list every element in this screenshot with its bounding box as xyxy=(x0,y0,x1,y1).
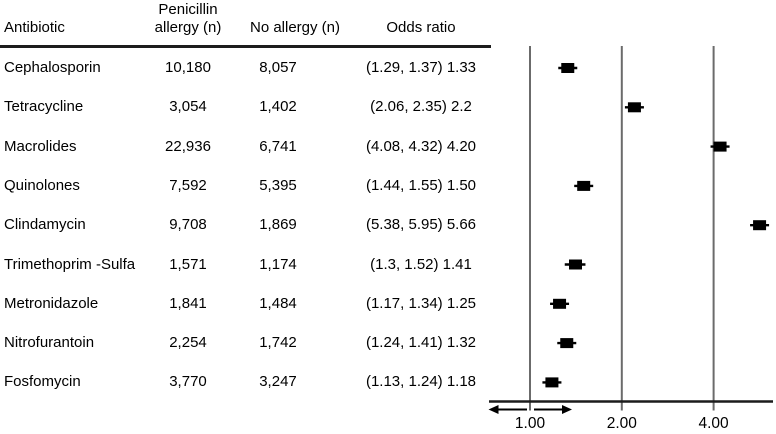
odds-ratio-marker xyxy=(753,220,767,231)
odds-ratio-text: (1.44, 1.55) 1.50 xyxy=(365,176,477,194)
odds-ratio-text: (1.24, 1.41) 1.32 xyxy=(365,334,477,352)
odds-ratio-text: (5.38, 5.95) 5.66 xyxy=(365,216,477,234)
odds-ratio-marker xyxy=(627,102,641,113)
no-allergy-count: 1,402 xyxy=(259,98,297,116)
odds-ratio-marker xyxy=(713,141,727,152)
allergy-count: 7,592 xyxy=(169,176,207,194)
col-header-penicillin-allergy-line2: allergy (n) xyxy=(154,18,222,36)
antibiotic-name: Quinolones xyxy=(4,176,80,194)
odds-ratio-text: (2.06, 2.35) 2.2 xyxy=(370,98,472,116)
allergy-count: 1,841 xyxy=(169,294,207,312)
odds-ratio-marker xyxy=(545,377,559,388)
col-header-penicillin-allergy-line1: Penicillin xyxy=(158,1,218,18)
table-row: Quinolones 7,592 5,395 (1.44, 1.55) 1.50 xyxy=(0,177,500,195)
col-header-no-allergy: No allergy (n) xyxy=(249,19,341,36)
table-row: Macrolides 22,936 6,741 (4.08, 4.32) 4.20 xyxy=(0,138,500,156)
odds-ratio-text: (4.08, 4.32) 4.20 xyxy=(365,137,477,155)
header-rule xyxy=(0,45,491,48)
antibiotic-name: Tetracycline xyxy=(4,98,84,116)
antibiotic-name: Nitrofurantoin xyxy=(4,334,95,352)
allergy-count: 2,254 xyxy=(169,334,207,352)
table-row: Metronidazole 1,841 1,484 (1.17, 1.34) 1.25 xyxy=(0,295,500,313)
allergy-count: 9,708 xyxy=(169,216,207,234)
axis-tick-label: 2.00 xyxy=(607,415,638,432)
antibiotic-name: Clindamycin xyxy=(4,216,86,234)
col-header-antibiotic: Antibiotic xyxy=(4,19,65,36)
antibiotic-name: Fosfomycin xyxy=(4,373,81,391)
allergy-count: 10,180 xyxy=(165,59,211,76)
odds-ratio-text: (1.3, 1.52) 1.41 xyxy=(370,255,472,273)
no-allergy-count: 3,247 xyxy=(259,373,297,391)
no-allergy-count: 8,057 xyxy=(259,59,297,76)
antibiotic-name: Metronidazole xyxy=(4,294,99,312)
table-row: Clindamycin 9,708 1,869 (5.38, 5.95) 5.66 xyxy=(0,216,500,234)
table-row: Cephalosporin 10,180 8,057 (1.29, 1.37) 1.3… xyxy=(0,59,500,77)
table-row: Fosfomycin 3,770 3,247 (1.13, 1.24) 1.18 xyxy=(0,373,500,391)
odds-ratio-text: (1.29, 1.37) 1.33 xyxy=(365,59,477,76)
allergy-count: 22,936 xyxy=(165,137,211,155)
allergy-count: 3,054 xyxy=(169,98,207,116)
axis-tick-label: 1.00 xyxy=(515,415,546,432)
no-allergy-count: 1,869 xyxy=(259,216,297,234)
odds-ratio-marker xyxy=(560,338,574,349)
no-allergy-count: 1,742 xyxy=(259,334,297,352)
odds-ratio-text: (1.17, 1.34) 1.25 xyxy=(365,294,477,312)
col-header-penicillin-allergy: Penicillin allergy (n) xyxy=(134,1,242,36)
table-row: Nitrofurantoin 2,254 1,742 (1.24, 1.41) 1.3… xyxy=(0,334,500,352)
antibiotic-name: Trimethoprim -Sulfa xyxy=(4,255,136,273)
axis-tick-label: 4.00 xyxy=(699,415,730,432)
odds-ratio-marker xyxy=(577,180,591,191)
allergy-count: 1,571 xyxy=(169,255,207,273)
axis-arrow-right-icon xyxy=(562,405,572,414)
table-row: Tetracycline 3,054 1,402 (2.06, 2.35) 2.2 xyxy=(0,98,500,116)
odds-ratio-marker xyxy=(561,63,575,73)
no-allergy-count: 6,741 xyxy=(259,137,297,155)
odds-ratio-marker xyxy=(569,259,583,270)
antibiotic-name: Cephalosporin xyxy=(4,59,101,76)
odds-ratio-text: (1.13, 1.24) 1.18 xyxy=(365,373,477,391)
axis-arrow-left-icon xyxy=(488,405,499,414)
table-row: Trimethoprim -Sulfa 1,571 1,174 (1.3, 1.52)… xyxy=(0,256,500,274)
antibiotic-name: Macrolides xyxy=(4,137,77,155)
no-allergy-count: 1,484 xyxy=(259,294,297,312)
no-allergy-count: 1,174 xyxy=(259,255,297,273)
odds-ratio-marker xyxy=(553,298,567,309)
no-allergy-count: 5,395 xyxy=(259,176,297,194)
allergy-count: 3,770 xyxy=(169,373,207,391)
col-header-odds-ratio: Odds ratio xyxy=(386,19,456,36)
